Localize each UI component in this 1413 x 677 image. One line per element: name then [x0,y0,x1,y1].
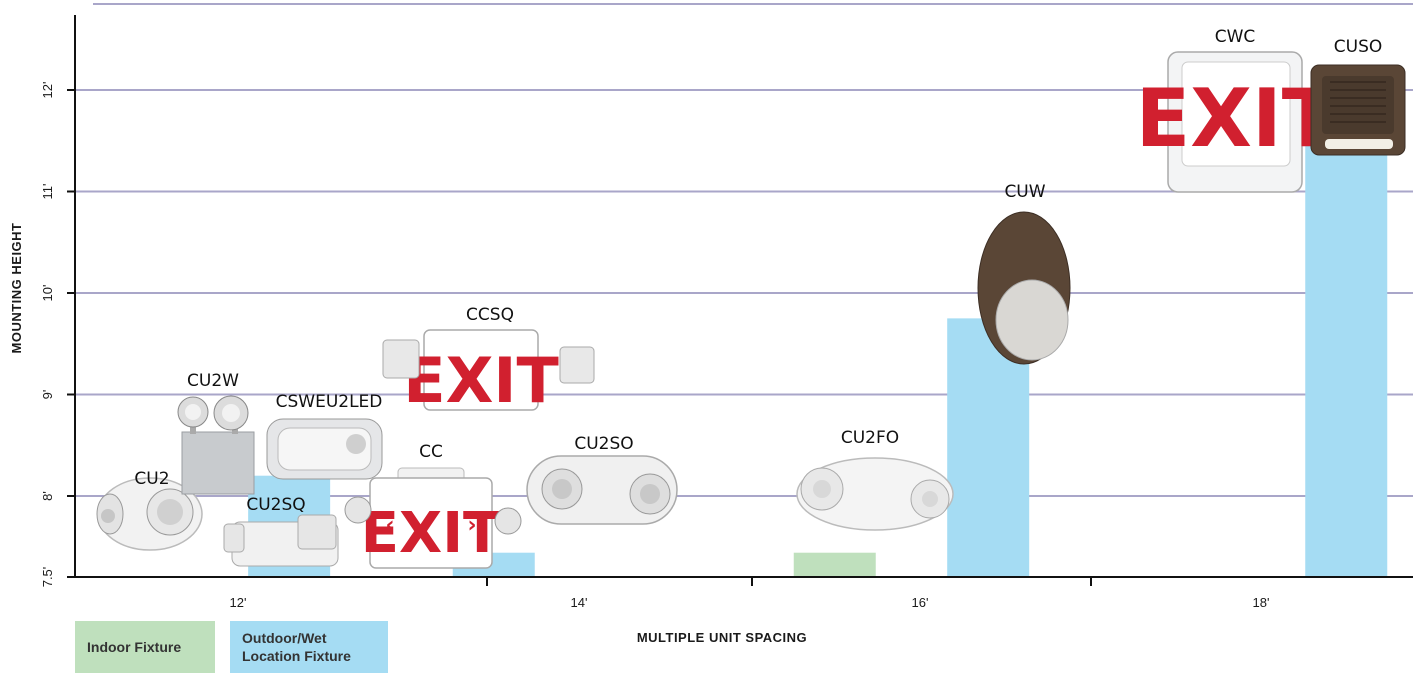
arrow-right-icon: › [467,513,476,538]
fixture-label-ccsq: CCSQ [466,305,514,325]
x-ticks: 12' 14' 16' 18' [230,577,1270,610]
fixture-cu2so: CU2SO [526,434,678,525]
fixture-cu2w: CU2W [177,371,255,495]
exit-text-ccsq: EXIT [403,344,559,417]
x-axis-label: MULTIPLE UNIT SPACING [637,630,807,645]
legend-outdoor: Outdoor/Wet Location Fixture [230,621,388,673]
fixture-cu2: CU2 [96,469,203,551]
fixture-csweu2led: CSWEU2LED [266,392,383,480]
fixture-label-cc: CC [419,442,443,462]
bar-indoor [793,552,876,577]
fixture-label-cu2w: CU2W [187,371,239,391]
bar-outdoor [1305,130,1388,577]
fixture-label-cu2fo: CU2FO [841,428,899,448]
legend-outdoor-line2: Location Fixture [242,648,351,664]
fixture-cuso: CUSO [1310,37,1406,156]
y-tick-label: 9' [40,390,55,400]
legend-indoor-label: Indoor Fixture [87,639,182,655]
x-tick-label: 16' [912,595,929,610]
fixture-ccsq: EXIT CCSQ [382,305,595,417]
y-tick-label: 8' [40,491,55,501]
fixture-label-cu2: CU2 [134,469,169,489]
fixture-cc: EXIT ‹ › CC [344,442,522,569]
exit-text-cc: EXIT [361,501,501,566]
legend-outdoor-line1: Outdoor/Wet [242,630,327,646]
fixture-label-cu2so: CU2SO [574,434,633,454]
y-tick-label: 7.5' [40,567,55,588]
fixture-cuw: CUW [977,182,1071,365]
fixture-label-csweu2led: CSWEU2LED [276,392,383,412]
x-tick-label: 14' [571,595,588,610]
y-ticks: 7.5' 8' 9' 10' 11' 12' [40,82,75,588]
fixture-label-cwc: CWC [1215,27,1256,47]
y-tick-label: 11' [40,184,55,200]
y-tick-label: 10' [40,285,55,302]
fixture-label-cuso: CUSO [1334,37,1383,57]
y-tick-label: 12' [40,82,55,99]
exit-text-cwc: EXIT [1136,72,1337,165]
fixture-cu2sq: CU2SQ [223,495,339,567]
x-tick-label: 12' [230,595,247,610]
fixture-label-cuw: CUW [1004,182,1045,202]
x-tick-label: 18' [1253,595,1270,610]
fixture-label-cu2sq: CU2SQ [246,495,305,515]
arrow-left-icon: ‹ [385,513,394,538]
y-axis-label: MOUNTING HEIGHT [9,223,24,354]
fixture-cwc: EXIT CWC [1136,27,1337,193]
legend-outdoor-label: Outdoor/Wet Location Fixture [242,629,351,665]
fixture-cu2fo: CU2FO [796,428,954,531]
bars [248,130,1388,577]
legend-indoor: Indoor Fixture [75,621,215,673]
